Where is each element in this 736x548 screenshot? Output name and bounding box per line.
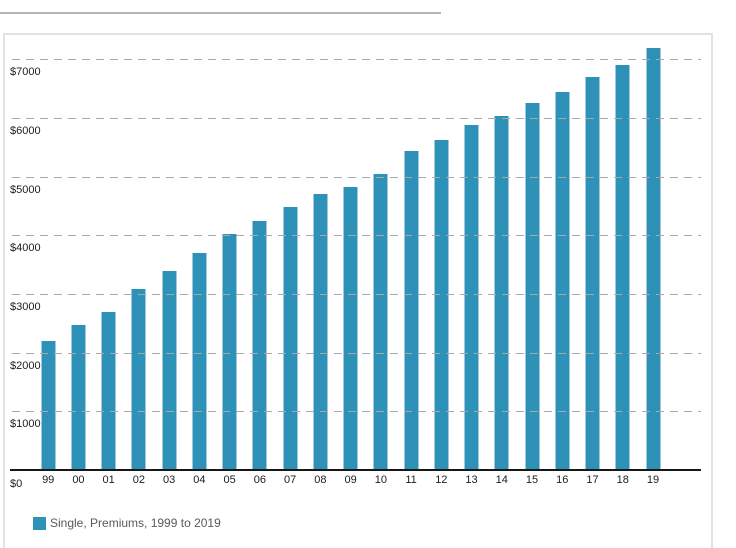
x-tick-label-06: 06	[253, 474, 266, 486]
y-tick-label-2000: $2000	[10, 359, 41, 372]
bar-18[interactable]	[615, 65, 631, 470]
bar-16[interactable]	[554, 92, 570, 470]
bar-09[interactable]	[343, 186, 359, 470]
y-tick-label-0: $0	[10, 478, 23, 490]
bar-06[interactable]	[252, 220, 268, 470]
x-tick-label-08: 08	[314, 474, 327, 486]
top-divider-line	[0, 12, 441, 14]
x-tick-label-05: 05	[223, 474, 236, 486]
y-tick-label-5000: $5000	[10, 183, 41, 196]
y-tick-label-3000: $3000	[10, 300, 41, 313]
x-tick-label-11: 11	[405, 474, 417, 486]
bar-07[interactable]	[282, 207, 298, 470]
bar-99[interactable]	[40, 341, 56, 470]
x-axis-line	[10, 469, 701, 471]
x-tick-label-02: 02	[132, 474, 146, 486]
gridline-5000	[12, 176, 701, 178]
gridline-3000	[12, 293, 701, 295]
bar-10[interactable]	[373, 173, 389, 470]
x-tick-label-00: 00	[72, 474, 85, 486]
x-tick-label-01: 01	[102, 474, 115, 486]
bar-17[interactable]	[585, 77, 601, 470]
bar-19[interactable]	[645, 48, 661, 470]
x-tick-label-17: 17	[586, 474, 599, 486]
x-tick-label-03: 03	[163, 474, 176, 486]
gridline-1000	[12, 411, 701, 413]
legend[interactable]: Single, Premiums, 1999 to 2019	[33, 516, 221, 530]
x-tick-label-15: 15	[525, 474, 539, 486]
x-tick-label-12: 12	[435, 474, 448, 486]
x-tick-label-07: 07	[283, 474, 297, 486]
y-tick-label-7000: $7000	[10, 66, 41, 79]
bar-14[interactable]	[494, 116, 510, 470]
gridline-6000	[12, 117, 701, 119]
gridline-7000	[12, 59, 701, 61]
bar-13[interactable]	[464, 124, 480, 470]
bar-03[interactable]	[161, 271, 177, 470]
x-tick-label-04: 04	[193, 474, 206, 486]
bar-11[interactable]	[403, 151, 419, 470]
x-tick-label-19: 19	[646, 474, 660, 486]
y-tick-label-1000: $1000	[10, 418, 41, 431]
bar-05[interactable]	[222, 233, 238, 470]
x-tick-label-13: 13	[465, 474, 478, 486]
y-tick-label-6000: $6000	[10, 124, 41, 137]
legend-label: Single, Premiums, 1999 to 2019	[50, 516, 221, 530]
x-tick-label-14: 14	[495, 474, 508, 486]
bar-02[interactable]	[131, 289, 147, 470]
bar-04[interactable]	[191, 253, 207, 470]
bar-15[interactable]	[524, 103, 540, 470]
x-tick-label-10: 10	[374, 474, 387, 486]
bar-01[interactable]	[101, 312, 117, 470]
x-tick-label-99: 99	[42, 474, 55, 486]
legend-swatch[interactable]	[33, 516, 46, 530]
bar-08[interactable]	[312, 193, 328, 470]
bar-00[interactable]	[70, 324, 86, 470]
bar-12[interactable]	[433, 140, 449, 470]
y-tick-label-4000: $4000	[10, 242, 41, 255]
x-tick-label-09: 09	[344, 474, 357, 486]
x-tick-label-18: 18	[616, 474, 629, 486]
gridline-4000	[12, 235, 701, 237]
gridline-2000	[12, 352, 701, 354]
x-tick-label-16: 16	[556, 474, 569, 486]
